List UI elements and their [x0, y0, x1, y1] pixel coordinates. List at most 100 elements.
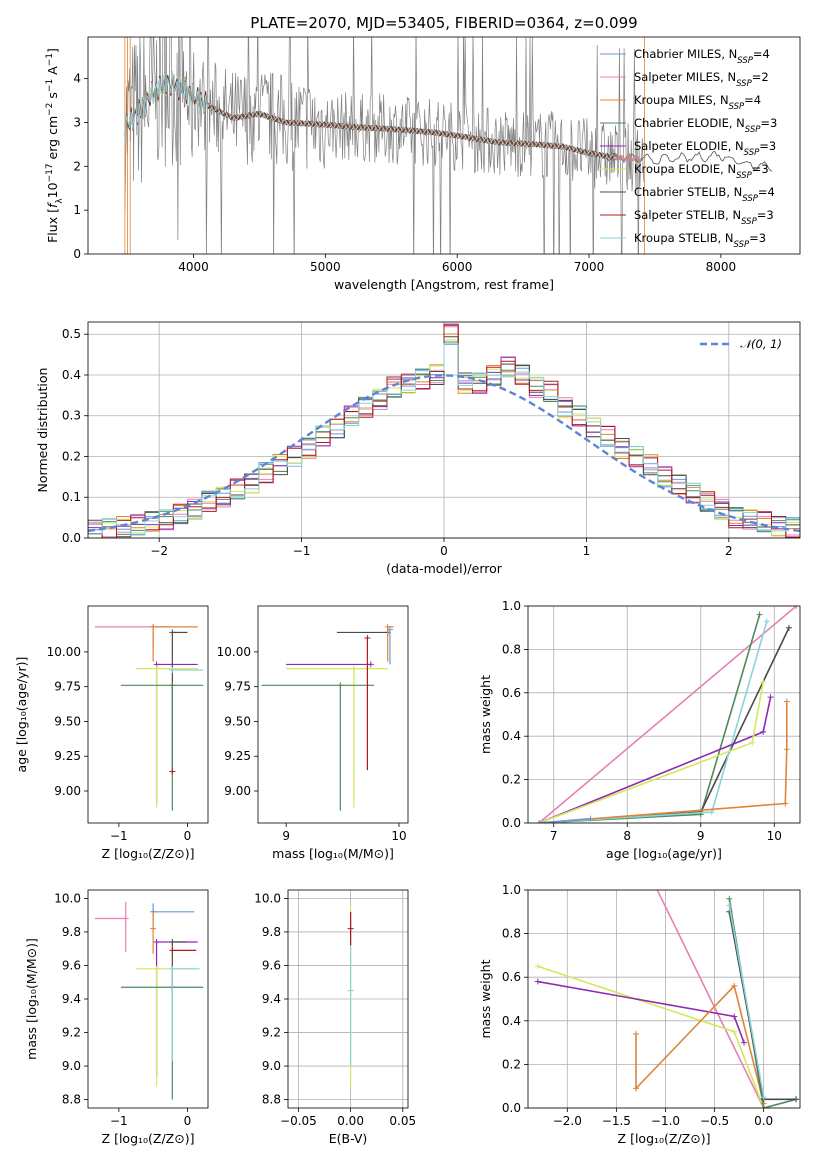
x-tick-label: 10 — [391, 829, 406, 843]
weight-marker — [708, 809, 715, 816]
legend-label-part: =4 — [758, 185, 775, 199]
y-tick-label: 0.0 — [62, 531, 81, 545]
weight-marker — [633, 1085, 640, 1092]
subplot-spectrum: 4000 5000 6000 7000 8000 0 1 2 3 4 wavelength [Ang… — [45, 36, 801, 292]
x-tick-label: 0.05 — [389, 1114, 416, 1128]
axes-frame — [87, 36, 801, 255]
normal-curve — [88, 374, 800, 533]
weight-marker — [633, 1030, 640, 1037]
x-tick-label: 0 — [184, 1114, 192, 1128]
weight-marker — [793, 606, 800, 609]
marker — [169, 666, 176, 673]
weight-marker — [749, 739, 756, 746]
weight-marker — [793, 1096, 800, 1103]
x-tick-label: 1 — [583, 544, 591, 558]
weight-marker — [731, 1028, 738, 1035]
y-tick-label: 0.4 — [62, 368, 81, 382]
legend-label-part: Salpeter MILES, N — [634, 70, 736, 84]
y-axis-label-part: ] — [45, 48, 60, 53]
y-tick-label: 9.2 — [62, 1026, 81, 1040]
weight-marker — [731, 982, 738, 989]
marker — [337, 682, 344, 689]
y-tick-label: 0.4 — [502, 1014, 521, 1028]
weight-marker — [760, 1105, 767, 1108]
weight-marker — [785, 624, 792, 631]
y-tick-label: 9.0 — [262, 1059, 281, 1073]
weight-marker — [756, 611, 763, 618]
y-tick-label: 9.75 — [54, 680, 81, 694]
legend-label-part: Kroupa ELODIE, N — [634, 162, 736, 176]
weight-line — [538, 627, 790, 823]
marker — [386, 626, 393, 633]
y-tick-label: 9.6 — [62, 958, 81, 972]
weight-marker — [767, 694, 774, 701]
y-tick-label: 9.25 — [54, 749, 81, 763]
plot-area — [347, 906, 354, 1087]
weight-line — [538, 606, 797, 823]
weight-line — [538, 620, 768, 823]
marker — [153, 965, 160, 972]
marker — [350, 665, 357, 672]
marker — [169, 965, 176, 972]
legend-label: Salpeter STELIB, NSSP=3 — [634, 208, 774, 227]
y-axis-label-part: Flux [ — [45, 208, 60, 243]
legend-label-part: Chabrier MILES, N — [634, 47, 737, 61]
legend-label-part: Salpeter ELODIE, N — [634, 139, 744, 153]
y-tick-label: 10.0 — [254, 891, 281, 905]
figure-title: PLATE=2070, MJD=53405, FIBERID=0364, z=0… — [250, 14, 637, 32]
plot-area — [94, 901, 204, 1100]
x-tick-label: −1 — [110, 829, 128, 843]
x-tick-label: −0.05 — [280, 1114, 317, 1128]
plot-area — [94, 623, 204, 811]
weight-marker — [726, 895, 733, 902]
x-axis-label: age [log₁₀(age/yr)] — [606, 846, 722, 861]
legend-label: Chabrier ELODIE, NSSP=3 — [634, 116, 777, 135]
legend-label-part: SSP — [741, 217, 757, 227]
y-tick-label: 0.6 — [502, 686, 521, 700]
y-tick-label: 9.00 — [224, 784, 251, 798]
legend-label-part: =4 — [744, 93, 761, 107]
x-tick-label: −1.5 — [602, 1114, 631, 1128]
x-tick-label: 0.0 — [754, 1114, 773, 1128]
x-tick-label: 10 — [767, 829, 782, 843]
subplot-age-vs-Z: −1 0 9.00 9.25 9.50 9.75 10.00 Z [log₁₀(Z/Z⊙)] a… — [14, 605, 209, 861]
weight-line — [538, 614, 761, 823]
subplot-mass-vs-Z: −1 0 8.8 9.0 9.2 9.4 9.6 9.8 10.0 Z [log₁₀(Z/Z⊙)]… — [24, 889, 209, 1146]
y-axis-label-part: 10 — [45, 182, 60, 198]
y-tick-label: 0.2 — [502, 773, 521, 787]
x-tick-label: −1.0 — [651, 1114, 680, 1128]
plot-area — [536, 606, 800, 823]
x-tick-label: 9 — [282, 829, 290, 843]
x-axis-label: mass [log₁₀(M/M⊙)] — [272, 846, 394, 861]
legend-label-part: SSP — [736, 79, 752, 89]
plot-area — [534, 890, 800, 1108]
y-tick-label: 10.0 — [54, 891, 81, 905]
weight-line — [728, 905, 765, 1098]
axes-frame — [527, 605, 801, 824]
y-axis-label-part: −17 — [45, 163, 55, 182]
hist-kroupa-stelib — [88, 343, 800, 538]
y-axis-label: mass weight — [478, 959, 493, 1038]
legend-label-part: Kroupa STELIB, N — [634, 231, 734, 245]
weight-marker — [760, 678, 767, 685]
axes-frame — [287, 889, 409, 1109]
legend-label-part: =3 — [757, 208, 774, 222]
y-tick-label: 9.50 — [224, 714, 251, 728]
y-tick-label: 0.4 — [502, 729, 521, 743]
subplot-weight-vs-age: 7 8 9 10 0.0 0.2 0.4 0.6 0.8 1.0 age [log₁₀(age/yr… — [478, 599, 801, 861]
weight-marker — [587, 815, 594, 822]
x-tick-label: 7 — [550, 829, 558, 843]
y-axis-label: Normed distribution — [35, 368, 50, 493]
legend-label: Salpeter MILES, NSSP=2 — [634, 70, 769, 89]
x-tick-label: −1 — [110, 1114, 128, 1128]
weight-line — [538, 696, 772, 823]
weight-line — [656, 890, 765, 1108]
x-tick-label: 9 — [697, 829, 705, 843]
x-axis-label: wavelength [Angstrom, rest frame] — [334, 277, 554, 292]
marker — [122, 915, 129, 922]
legend-label-part: =3 — [759, 139, 776, 153]
y-tick-label: 0.0 — [502, 1101, 521, 1115]
y-tick-label: 0.8 — [502, 927, 521, 941]
y-tick-label: 4 — [73, 72, 81, 86]
